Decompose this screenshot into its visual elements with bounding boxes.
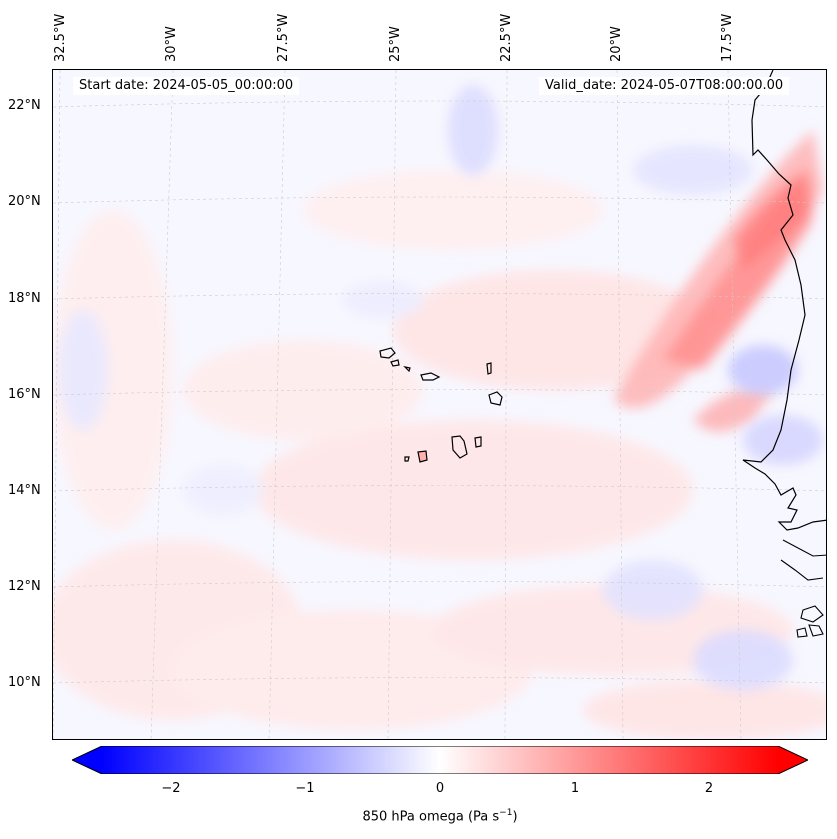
coast-details [780, 539, 826, 638]
colorbar-tick-1: 1 [570, 781, 580, 796]
lon-label-25w: 25°W [388, 26, 403, 62]
colorbar-label: 850 hPa omega (Pa s−1) [362, 808, 518, 825]
cape-verde-islands [379, 347, 503, 463]
lon-label-20w: 20°W [609, 26, 624, 62]
lon-label-32-5w: 32.5°W [53, 13, 68, 62]
africa-coastline [742, 70, 826, 531]
lat-label-10n: 10°N [8, 675, 41, 690]
colorbar-tick-neg1: −1 [295, 781, 315, 796]
omega-field-map [53, 70, 826, 739]
colorbar-tick-neg2: −2 [161, 781, 181, 796]
colorbar-tick-2: 2 [704, 781, 714, 796]
colorbar-tick-0: 0 [435, 781, 445, 796]
lat-label-16n: 16°N [8, 387, 41, 402]
graticule [53, 70, 826, 739]
valid-date-label: Valid_date: 2024-05-07T08:00:00.00 [539, 77, 790, 95]
colorbar-gradient [102, 746, 778, 774]
map-panel [52, 69, 827, 740]
lon-label-27-5w: 27.5°W [276, 13, 291, 62]
colorbar-extend-max [778, 746, 808, 774]
lat-label-18n: 18°N [8, 291, 41, 306]
colorbar-extend-min [72, 746, 102, 774]
strong-positive-band [613, 130, 823, 432]
lat-label-20n: 20°N [8, 194, 41, 209]
lon-label-30w: 30°W [164, 26, 179, 62]
lon-label-17-5w: 17.5°W [720, 13, 735, 62]
lon-label-22-5w: 22.5°W [499, 13, 514, 62]
colorbar [72, 746, 808, 774]
lat-label-22n: 22°N [8, 98, 41, 113]
lat-label-14n: 14°N [8, 483, 41, 498]
negative-areas [58, 85, 823, 690]
start-date-label: Start date: 2024-05-05_00:00:00 [73, 77, 300, 95]
lat-label-12n: 12°N [8, 579, 41, 594]
